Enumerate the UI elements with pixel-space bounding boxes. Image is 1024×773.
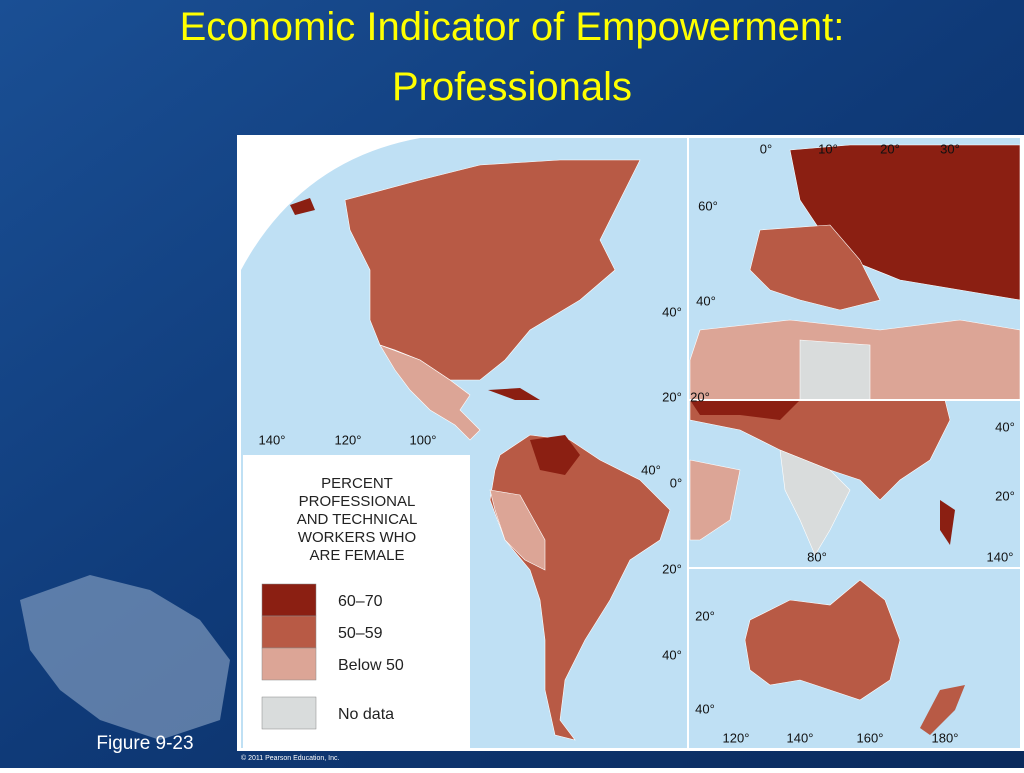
legend-swatch xyxy=(261,615,317,649)
legend-label: 50–59 xyxy=(338,625,383,642)
legend-swatch xyxy=(261,583,317,617)
globe-decoration xyxy=(20,575,230,740)
graticule-label: 40° xyxy=(662,304,682,319)
land xyxy=(789,144,1021,301)
slide-title: Professionals xyxy=(392,65,632,109)
graticule-label: 20° xyxy=(995,488,1015,503)
graticule-label: 40° xyxy=(662,647,682,662)
graticule-label: 40° xyxy=(641,462,661,477)
graticule-label: 140° xyxy=(787,730,814,745)
graticule-label: 40° xyxy=(995,419,1015,434)
land xyxy=(689,459,741,541)
land xyxy=(689,399,951,501)
legend-title: WORKERS WHO xyxy=(298,529,416,546)
land xyxy=(489,434,671,741)
legend-title: ARE FEMALE xyxy=(309,547,404,564)
graticule-label: 20° xyxy=(662,389,682,404)
panel-dividers xyxy=(687,138,1020,748)
graticule-label: 100° xyxy=(410,432,437,447)
graticule-label: 10° xyxy=(818,141,838,156)
graticule-label: 140° xyxy=(259,432,286,447)
graticule-label: 140° xyxy=(987,549,1014,564)
legend-title: AND TECHNICAL xyxy=(297,511,418,528)
graticule-label: 20° xyxy=(690,389,710,404)
land xyxy=(290,198,315,215)
land xyxy=(920,685,965,735)
land xyxy=(690,400,800,420)
graticule-label: 0° xyxy=(760,141,772,156)
figure-label: Figure 9-23 xyxy=(96,733,193,754)
legend-swatch xyxy=(261,647,317,681)
map-edge xyxy=(241,138,420,270)
graticule-label: 20° xyxy=(695,608,715,623)
slide-title: Economic Indicator of Empowerment: xyxy=(180,5,845,49)
copyright: © 2011 Pearson Education, Inc. xyxy=(241,754,339,762)
land xyxy=(779,449,851,556)
land xyxy=(799,339,871,401)
graticule-label: 40° xyxy=(695,701,715,716)
legend-title: PERCENT xyxy=(321,475,393,492)
graticule-label: 20° xyxy=(880,141,900,156)
graticule-label: 160° xyxy=(857,730,884,745)
legend-label: 60–70 xyxy=(338,593,383,610)
legend-swatch xyxy=(261,696,317,730)
graticule-labels: 140° 120° 100° 40° 20° 40° 0° 20° 40° 0° 10° 20° 30°… xyxy=(259,141,1015,745)
graticule-label: 0° xyxy=(670,475,682,490)
land xyxy=(749,224,881,311)
legend-label: No data xyxy=(338,706,394,723)
land xyxy=(744,579,901,701)
graticule-label: 80° xyxy=(807,549,827,564)
land xyxy=(344,159,641,381)
land xyxy=(530,435,580,475)
legend-label: Below 50 xyxy=(338,657,404,674)
graticule-label: 20° xyxy=(662,561,682,576)
legend-title: PROFESSIONAL xyxy=(299,493,416,510)
graticule-label: 60° xyxy=(698,198,718,213)
land xyxy=(379,344,481,441)
land xyxy=(489,489,546,571)
graticule-label: 40° xyxy=(696,293,716,308)
land xyxy=(488,388,540,400)
graticule-label: 30° xyxy=(940,141,960,156)
land xyxy=(940,500,955,545)
graticule-label: 180° xyxy=(932,730,959,745)
graticule-label: 120° xyxy=(335,432,362,447)
graticule-label: 120° xyxy=(723,730,750,745)
